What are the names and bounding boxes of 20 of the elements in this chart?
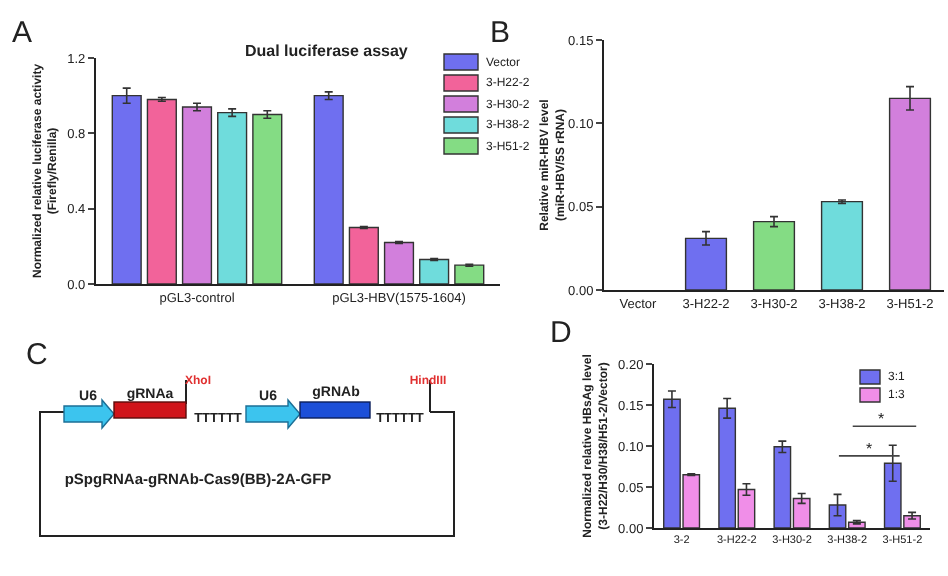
annotation: *	[866, 440, 873, 458]
bar	[820, 200, 864, 290]
text: C	[26, 338, 48, 372]
bar	[111, 94, 142, 284]
bar	[146, 98, 177, 284]
annotation: *	[878, 410, 885, 428]
chart-title: Dual luciferase assay	[245, 41, 409, 60]
text: B	[490, 16, 511, 50]
text: A	[12, 16, 33, 50]
text: D	[550, 316, 572, 350]
bar	[313, 94, 344, 284]
bar	[181, 106, 213, 284]
bar	[419, 258, 450, 284]
bar	[252, 113, 283, 284]
bar	[383, 241, 415, 284]
bar	[684, 237, 728, 290]
bar	[217, 111, 248, 284]
bar	[348, 226, 379, 284]
bar	[454, 264, 485, 284]
bar	[752, 220, 796, 290]
